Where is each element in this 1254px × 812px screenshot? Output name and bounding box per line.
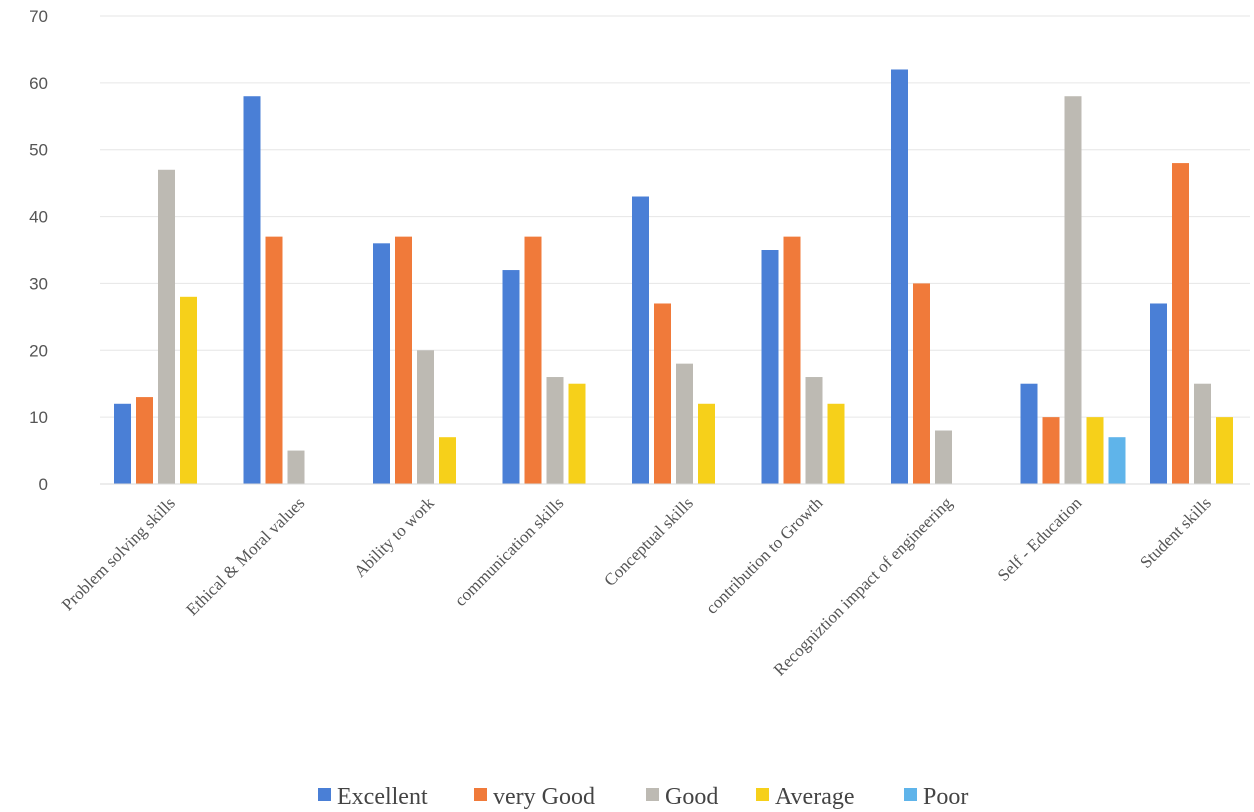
bar-good-8 [1194, 383, 1211, 484]
bar-good-4 [676, 363, 693, 484]
legend-label: Excellent [337, 784, 428, 810]
bar-good-7 [1064, 96, 1082, 484]
x-tick-label: Problem solving skills [58, 493, 179, 614]
legend-label: Good [665, 784, 718, 810]
legend: Excellent very Good Good Average Poor [318, 784, 968, 810]
x-tick-label: communication skills [451, 493, 568, 610]
x-tick-label: Ability to work [350, 493, 438, 581]
legend-swatch [474, 788, 487, 801]
y-tick-label: 50 [29, 141, 48, 160]
bar-good-6 [935, 430, 952, 484]
legend-swatch [904, 788, 917, 801]
bar-excellent-4 [632, 196, 649, 484]
legend-label: Poor [923, 784, 968, 810]
x-tick-label: Ethical & Moral values [182, 493, 308, 619]
bar-good-0 [158, 169, 175, 484]
y-tick-label: 20 [29, 341, 48, 360]
y-tick-label: 10 [29, 408, 48, 427]
y-tick-label: 70 [29, 7, 48, 26]
bar-very-good-2 [395, 236, 412, 484]
bar-average-5 [827, 403, 845, 484]
bar-excellent-5 [761, 250, 779, 484]
bar-average-0 [180, 296, 197, 484]
bar-very-good-3 [524, 236, 542, 484]
bar-good-5 [805, 377, 823, 484]
y-axis-ticks: 0 10 20 30 40 50 60 70 [29, 7, 48, 494]
y-tick-label: 60 [29, 74, 48, 93]
bar-excellent-7 [1020, 383, 1038, 484]
bar-excellent-0 [114, 403, 131, 484]
x-tick-label: Conceptual skills [600, 493, 697, 590]
bar-excellent-1 [243, 96, 261, 484]
bar-good-3 [546, 377, 564, 484]
bar-good-1 [287, 450, 305, 484]
bar-very-good-4 [654, 303, 671, 484]
y-tick-label: 0 [39, 475, 48, 494]
legend-label: Average [775, 784, 855, 810]
bar-average-8 [1216, 417, 1233, 484]
bar-excellent-2 [373, 243, 390, 484]
bar-good-2 [417, 350, 434, 484]
x-tick-label: Student skills [1136, 493, 1215, 572]
bar-very-good-6 [913, 283, 930, 484]
bars [114, 69, 1233, 485]
x-tick-label: Self - Education [994, 493, 1086, 585]
bar-excellent-3 [502, 270, 520, 484]
bar-poor-7 [1108, 437, 1126, 484]
bar-average-2 [439, 437, 456, 484]
bar-excellent-8 [1150, 303, 1167, 484]
x-tick-label: contribution to Growth [702, 493, 827, 618]
legend-swatch [756, 788, 769, 801]
bar-very-good-0 [136, 397, 153, 484]
bar-very-good-1 [265, 236, 283, 484]
legend-label: very Good [493, 784, 595, 810]
legend-swatch [318, 788, 331, 801]
bar-average-3 [568, 383, 586, 484]
bar-average-4 [698, 403, 715, 484]
gridlines [100, 15, 1250, 418]
y-tick-label: 40 [29, 208, 48, 227]
x-axis-category-labels: Problem solving skills Ethical & Moral va… [58, 493, 1215, 679]
legend-swatch [646, 788, 659, 801]
bar-excellent-6 [891, 69, 908, 484]
bar-very-good-8 [1172, 163, 1189, 485]
y-tick-label: 30 [29, 274, 48, 293]
bar-average-7 [1086, 417, 1104, 484]
bar-very-good-7 [1042, 417, 1060, 484]
bar-very-good-5 [783, 236, 801, 484]
